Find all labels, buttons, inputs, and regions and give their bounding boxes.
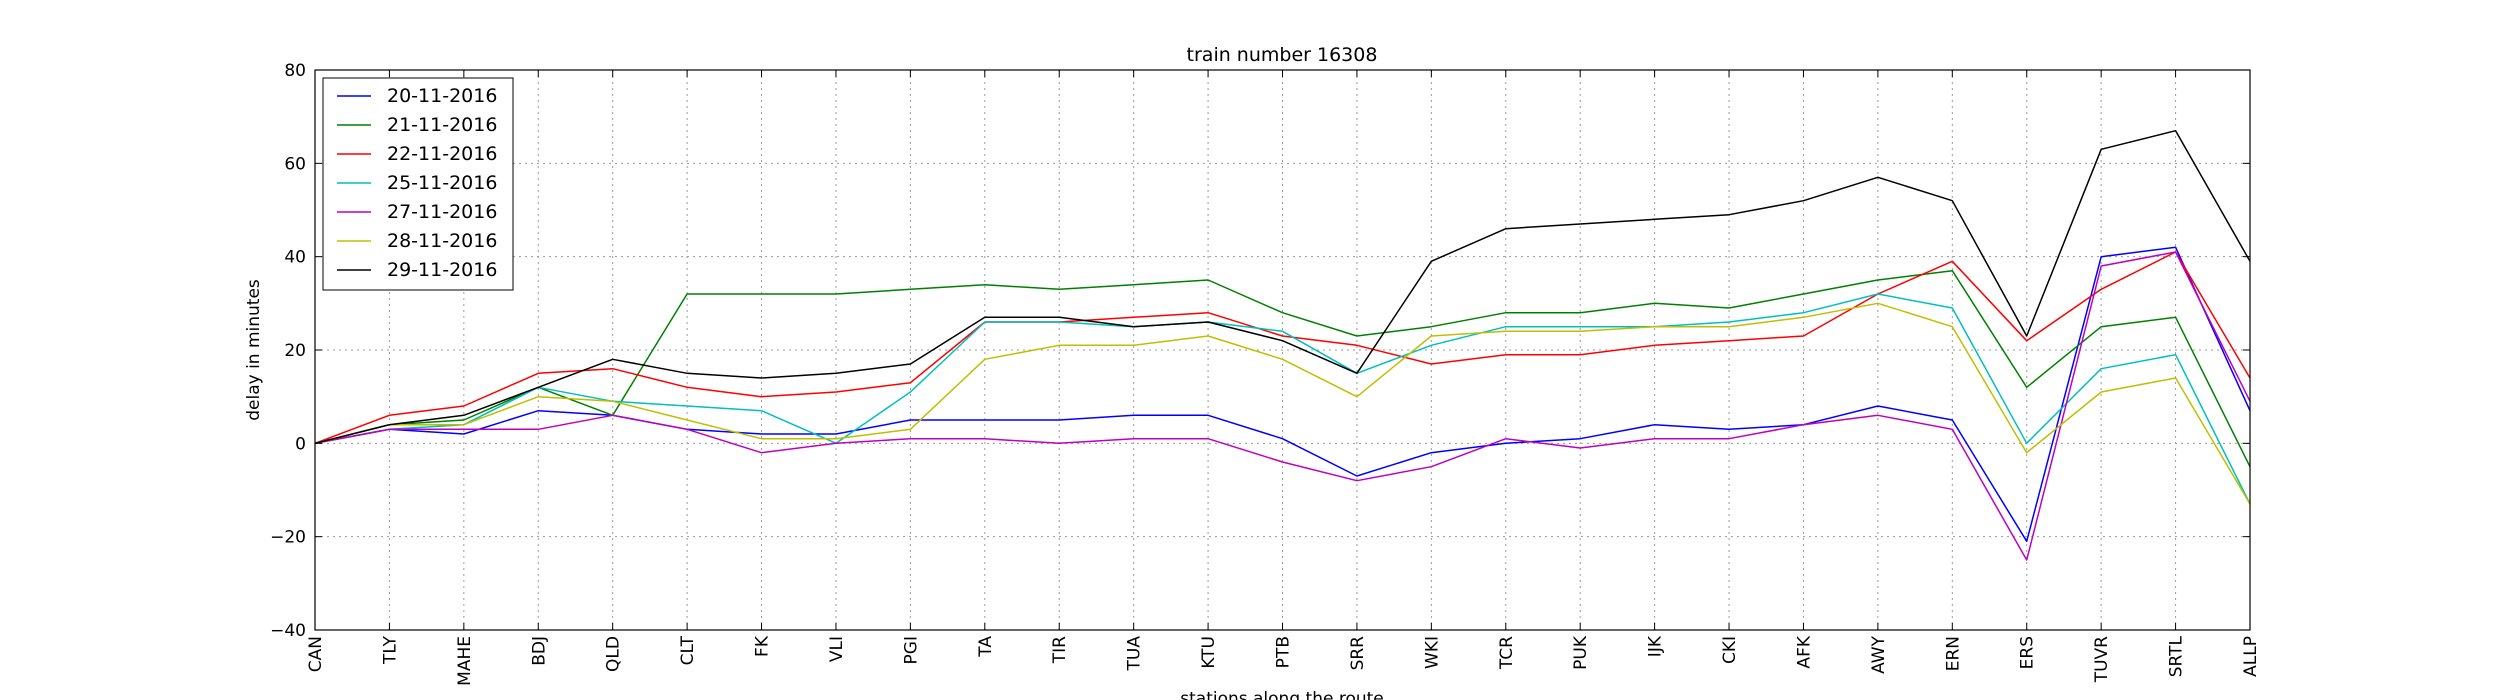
x-tick-label: TUA xyxy=(1125,636,1145,672)
x-tick-label: TUVR xyxy=(2092,636,2112,683)
x-tick-label: TA xyxy=(976,636,996,658)
x-tick-label: PTB xyxy=(1274,636,1294,668)
legend-label: 29-11-2016 xyxy=(387,259,497,281)
x-tick-label: SRR xyxy=(1348,636,1368,671)
y-tick-label: 80 xyxy=(284,61,306,81)
y-tick-label: 40 xyxy=(284,248,306,268)
x-tick-label: CAN xyxy=(306,636,326,672)
series-line xyxy=(314,293,2251,505)
series-layer xyxy=(314,129,2251,561)
legend-label: 20-11-2016 xyxy=(387,85,497,107)
x-tick-label: PUK xyxy=(1571,635,1591,670)
y-tick-label: −40 xyxy=(270,621,306,641)
x-tick-label: QLD xyxy=(604,636,624,672)
legend-box xyxy=(322,77,514,291)
series-line xyxy=(314,251,2251,561)
x-tick-label: IJK xyxy=(1646,635,1666,657)
y-axis-label: delay in minutes xyxy=(244,279,264,421)
y-tick-label: 0 xyxy=(295,434,306,454)
series-line xyxy=(314,251,2251,445)
x-tick-label: ERS xyxy=(2018,636,2038,669)
x-tick-label: TLY xyxy=(380,635,400,665)
x-axis-label: stations along the route xyxy=(1180,689,1384,700)
x-tick-label: TCR xyxy=(1497,636,1517,670)
chart-title: train number 16308 xyxy=(1187,44,1378,66)
y-tick-label: 20 xyxy=(284,341,306,361)
y-tick-label: 60 xyxy=(284,154,306,174)
x-tick-label: AWY xyxy=(1869,635,1889,674)
x-tick-label: FK xyxy=(753,635,773,657)
x-tick-label: MAHE xyxy=(455,636,475,686)
x-tick-label: PGI xyxy=(901,636,921,664)
x-tick-label: TIR xyxy=(1050,636,1070,664)
legend-label: 27-11-2016 xyxy=(387,201,497,223)
x-tick-label: CLT xyxy=(678,635,698,665)
x-tick-label: CKI xyxy=(1720,636,1740,664)
series-line xyxy=(314,129,2251,445)
legend-label: 25-11-2016 xyxy=(387,172,497,194)
y-axis: −40 −20 0 20 40 60 80 xyxy=(270,61,2250,641)
x-tick-label: SRTL xyxy=(2167,635,2187,677)
x-axis: CAN TLY MAHE BDJ QLD CLT FK VLI PGI TA TIR TUA KTU PT… xyxy=(306,70,2261,686)
x-tick-label: ALLP xyxy=(2241,636,2261,677)
legend: 20-11-2016 21-11-2016 22-11-2016 25-11-2016… xyxy=(322,77,514,291)
legend-label: 28-11-2016 xyxy=(387,230,497,252)
x-tick-label: AFK xyxy=(1794,635,1814,668)
x-tick-label: WKI xyxy=(1422,636,1442,669)
grid-layer xyxy=(315,70,2250,630)
y-tick-label: −20 xyxy=(270,528,306,548)
x-tick-label: ERN xyxy=(1943,636,1963,671)
x-tick-label: VLI xyxy=(827,636,847,662)
legend-label: 22-11-2016 xyxy=(387,143,497,165)
legend-label: 21-11-2016 xyxy=(387,114,497,136)
x-tick-label: KTU xyxy=(1199,636,1219,669)
x-tick-label: BDJ xyxy=(529,636,549,666)
series-line xyxy=(314,302,2251,505)
